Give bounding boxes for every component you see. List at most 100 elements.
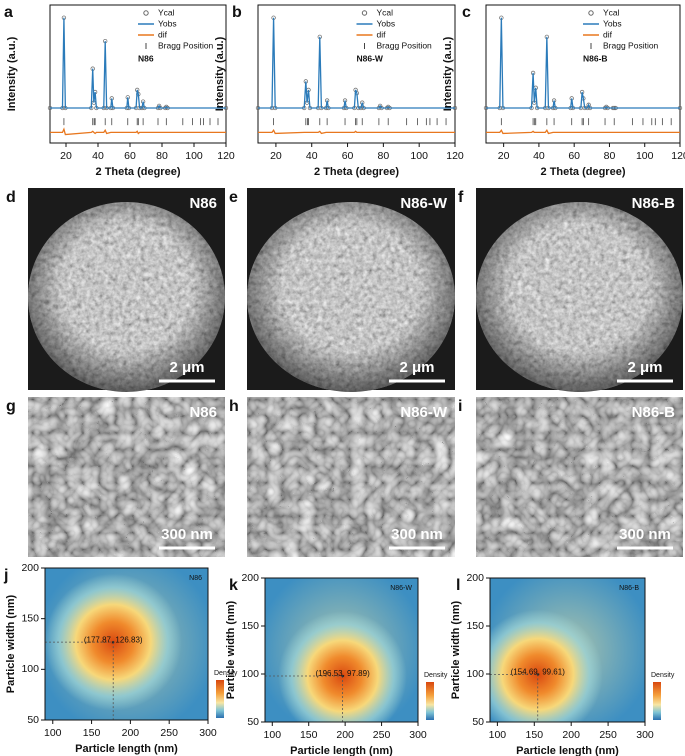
x-tick-label: 60	[124, 150, 136, 162]
x-axis-label: Particle length (nm)	[516, 745, 619, 756]
plot-frame	[44, 567, 209, 721]
x-axis-label: 2 Theta (degree)	[314, 166, 399, 178]
x-tick-label: 100	[489, 729, 507, 741]
x-tick-label: 60	[342, 150, 354, 162]
x-tick-label: 100	[264, 729, 282, 741]
panel-label: b	[232, 4, 242, 21]
particle-shade	[247, 202, 455, 392]
density-field: (196.53, 97.89)	[265, 578, 418, 722]
peak-point	[536, 673, 539, 676]
x-tick-label: 300	[409, 729, 427, 741]
sem-image: N86-B 2 μm	[476, 188, 683, 392]
colorbar	[216, 680, 224, 718]
scale-label: 300 nm	[391, 526, 443, 543]
y-axis-label: Intensity (a.u.)	[6, 36, 18, 111]
y-tick-label: 100	[466, 668, 484, 680]
peak-point	[112, 640, 115, 644]
pattern-line	[50, 17, 226, 109]
colorbar-label: Density	[651, 672, 675, 679]
legend-label: Ycal	[158, 7, 175, 17]
legend-label: Bragg Position	[158, 40, 214, 50]
peak-label: (154.69, 99.61)	[511, 667, 566, 676]
x-tick-label: 250	[373, 729, 391, 741]
legend-label: dif	[158, 29, 168, 39]
pattern-line	[50, 127, 226, 136]
density-blob	[278, 611, 407, 722]
x-tick-label: 40	[92, 150, 104, 162]
x-tick-label: 200	[562, 729, 580, 741]
sample-tag: N86-W	[390, 585, 412, 592]
plot-frame	[485, 4, 681, 144]
y-tick-label: 200	[241, 572, 259, 584]
sample-tag: N86	[189, 575, 202, 582]
scale-label: 300 nm	[161, 526, 213, 543]
scale-label: 2 μm	[169, 359, 204, 376]
plot-frame	[264, 577, 419, 723]
plot-frame	[257, 4, 456, 144]
x-tick-label: 60	[568, 150, 580, 162]
colorbar-label: Density	[424, 672, 448, 679]
x-tick-label: 120	[217, 150, 235, 162]
panel-label: d	[6, 189, 16, 206]
peak-label: (196.53, 97.89)	[315, 669, 370, 678]
x-axis-label: Particle length (nm)	[290, 745, 393, 756]
x-tick-label: 40	[306, 150, 318, 162]
legend-label: Bragg Position	[377, 40, 433, 50]
sem-image: N86-W 2 μm	[247, 188, 455, 392]
legend-label: Yobs	[158, 18, 177, 28]
peak-label: (177.87, 126.83)	[84, 635, 143, 644]
panel-label: f	[458, 189, 464, 206]
x-tick-label: 250	[599, 729, 617, 741]
pattern-line	[258, 129, 455, 135]
y-tick-label: 100	[241, 668, 259, 680]
x-tick-label: 300	[199, 727, 217, 739]
x-tick-label: 100	[410, 150, 428, 162]
y-axis-label: Particle width (nm)	[5, 594, 17, 693]
sample-label: N86-W	[357, 53, 384, 63]
sem-image: N86 300 nm	[28, 397, 225, 557]
sample-label: N86-W	[400, 404, 448, 421]
pattern-line	[486, 17, 680, 109]
panel-label: g	[6, 398, 16, 415]
x-tick-label: 200	[122, 727, 140, 739]
colorbar	[426, 682, 434, 720]
y-axis-label: Intensity (a.u.)	[214, 36, 226, 111]
pattern-line	[258, 17, 455, 109]
y-axis-label: Intensity (a.u.)	[442, 36, 454, 111]
sem-image: N86 2 μm	[28, 188, 225, 392]
density-field: (177.87, 126.83)	[45, 568, 208, 720]
scale-label: 2 μm	[399, 359, 434, 376]
sample-tag: N86-B	[619, 585, 639, 592]
y-tick-label: 150	[241, 620, 259, 632]
x-tick-label: 20	[60, 150, 72, 162]
sem-texture	[476, 397, 683, 557]
colorbar-label: Density	[214, 670, 238, 677]
sample-label: N86	[138, 53, 154, 63]
y-tick-label: 200	[21, 562, 39, 574]
x-tick-label: 150	[83, 727, 101, 739]
y-tick-label: 50	[247, 716, 259, 728]
sem-texture	[247, 397, 455, 557]
panel-label: a	[4, 4, 13, 21]
sample-label: N86-B	[632, 404, 676, 421]
legend-marker	[361, 10, 368, 16]
x-axis-label: 2 Theta (degree)	[541, 166, 626, 178]
colorbar	[653, 682, 661, 720]
scale-label: 2 μm	[627, 359, 662, 376]
density-blob	[490, 609, 603, 722]
x-tick-label: 120	[671, 150, 685, 162]
panel-label: h	[229, 398, 239, 415]
panel-label: c	[462, 4, 471, 21]
x-tick-label: 150	[300, 729, 318, 741]
sample-label: N86	[189, 195, 217, 212]
legend-marker	[588, 10, 594, 16]
panel-label: l	[456, 577, 460, 594]
calc-point	[164, 104, 169, 110]
particle-shade	[476, 202, 683, 392]
sem-image: N86-W 300 nm	[247, 397, 455, 557]
panel-label: i	[458, 398, 462, 415]
sem-image: N86-B 300 nm	[476, 397, 683, 557]
plot-frame	[489, 577, 646, 723]
legend-label: Bragg Position	[603, 40, 659, 50]
